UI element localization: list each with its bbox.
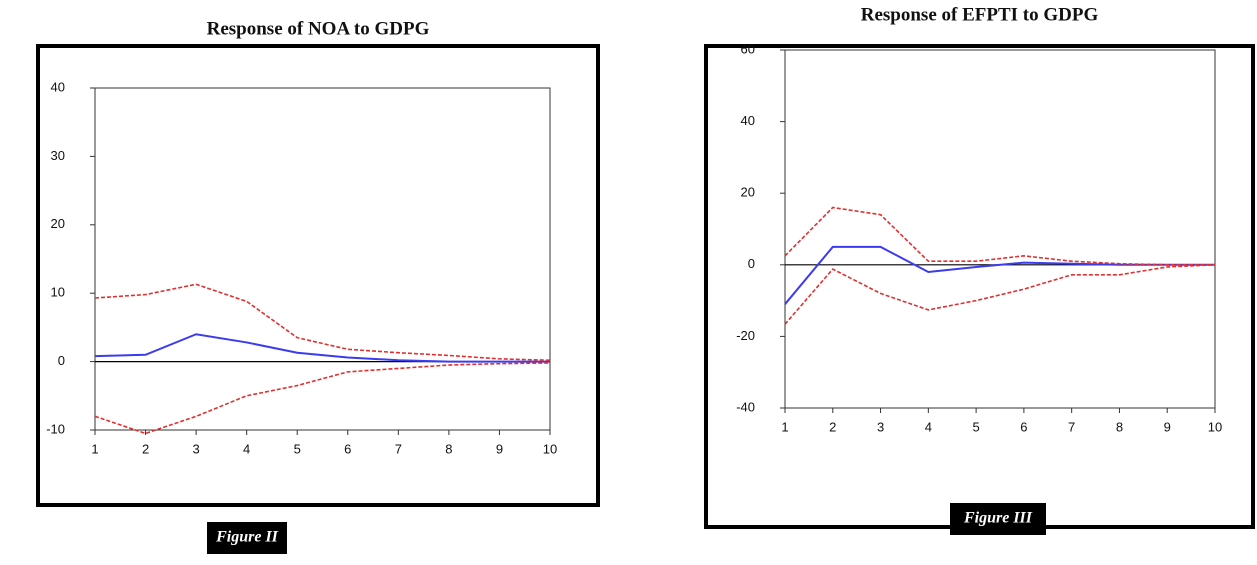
x-tick-label: 4 <box>925 419 932 434</box>
chart-title: Response of NOA to GDPG <box>207 18 430 39</box>
x-tick-label: 7 <box>395 441 402 456</box>
series-line <box>94 333 550 363</box>
x-tick-label: 9 <box>496 441 503 456</box>
x-tick-label: 3 <box>877 419 884 434</box>
plot-area <box>94 87 551 431</box>
x-tick-label: 1 <box>781 419 788 434</box>
x-tick-label: 10 <box>1208 419 1222 434</box>
figure-caption: Figure III <box>963 510 1033 527</box>
y-tick-label: -40 <box>736 399 755 414</box>
x-tick-label: 3 <box>192 441 199 456</box>
y-tick-label: -10 <box>46 421 65 436</box>
y-tick-label: -20 <box>736 328 755 343</box>
y-tick-label: 0 <box>58 353 65 368</box>
x-tick-label: 5 <box>972 419 979 434</box>
y-tick-label: 10 <box>51 285 65 300</box>
x-tick-label: 10 <box>543 441 557 456</box>
series-line <box>784 206 1215 266</box>
y-tick-label: 60 <box>741 41 755 56</box>
x-tick-label: 7 <box>1068 419 1075 434</box>
figure-caption: Figure II <box>215 529 279 546</box>
y-tick-label: 40 <box>741 113 755 128</box>
caption-box <box>207 522 287 554</box>
x-tick-label: 8 <box>445 441 452 456</box>
caption-box <box>950 503 1046 535</box>
x-tick-label: 4 <box>243 441 250 456</box>
y-tick-label: 0 <box>748 256 755 271</box>
plot-frame <box>704 44 1255 529</box>
plot-area <box>784 49 1216 409</box>
x-tick-label: 1 <box>91 441 98 456</box>
x-tick-label: 6 <box>1020 419 1027 434</box>
x-tick-label: 5 <box>294 441 301 456</box>
x-tick-label: 2 <box>142 441 149 456</box>
x-tick-label: 6 <box>344 441 351 456</box>
series-line <box>94 283 551 362</box>
series-line <box>784 264 1216 325</box>
x-tick-label: 8 <box>1116 419 1123 434</box>
x-tick-label: 9 <box>1164 419 1171 434</box>
y-tick-label: 20 <box>51 216 65 231</box>
y-tick-label: 20 <box>741 185 755 200</box>
x-tick-label: 2 <box>829 419 836 434</box>
plot-frame <box>36 44 600 507</box>
y-tick-label: 30 <box>51 148 65 163</box>
y-tick-label: 40 <box>51 79 65 94</box>
series-line <box>94 362 551 435</box>
chart-title: Response of EFPTI to GDPG <box>861 4 1099 25</box>
